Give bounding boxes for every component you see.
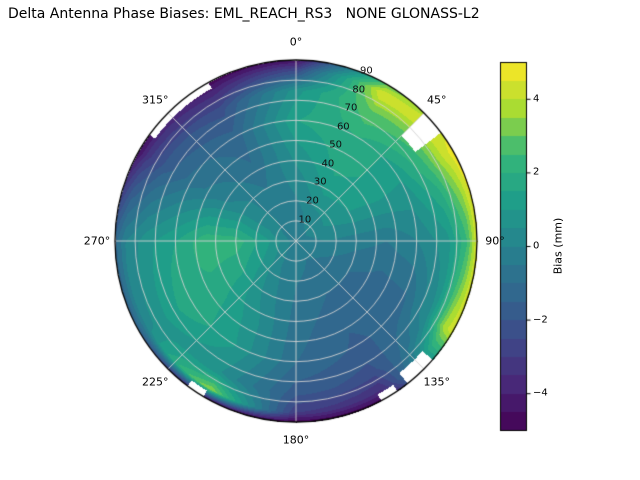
chart-title: Delta Antenna Phase Biases: EML_REACH_RS…: [8, 6, 480, 22]
